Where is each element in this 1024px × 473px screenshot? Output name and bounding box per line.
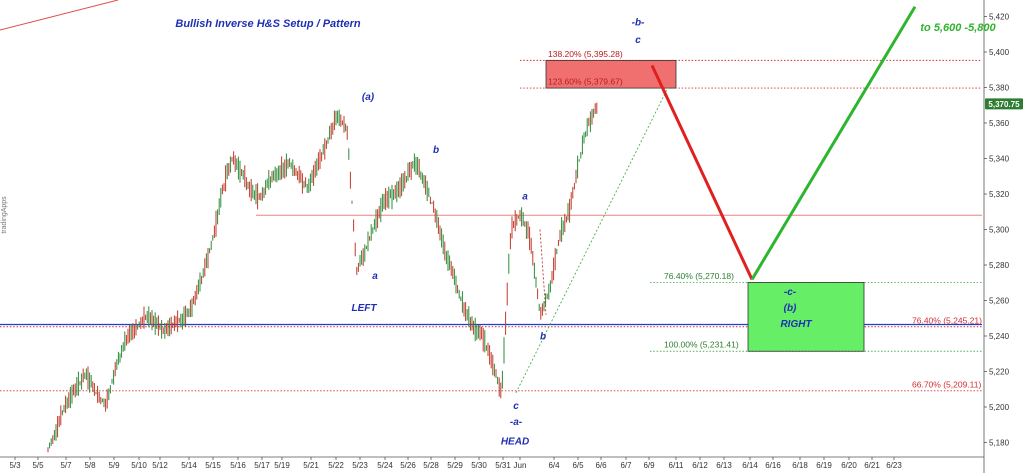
x-tick-label: 5/14 xyxy=(181,461,197,470)
support-zone xyxy=(747,282,865,352)
wave-labels: (a) b a a LEFT b c -a- HEAD -b-c -c- (b) RIGHT xyxy=(352,17,813,447)
x-tick-label: 6/6 xyxy=(595,461,607,470)
wave-label: (a) xyxy=(362,92,375,103)
level-label: 100.00% (5,231.41) xyxy=(664,340,739,350)
x-tick-label: 5/28 xyxy=(423,461,439,470)
wave-label: (b) xyxy=(784,303,797,314)
x-tick-label: 6/11 xyxy=(669,461,685,470)
x-tick-label: 5/30 xyxy=(471,461,487,470)
wave-label: RIGHT xyxy=(780,319,812,330)
wave-label: c xyxy=(513,401,519,412)
y-tick-label: 5,380 xyxy=(989,84,1010,93)
wave-label: a xyxy=(372,271,378,282)
x-tick-label: 6/4 xyxy=(548,461,560,470)
x-tick-label: 5/5 xyxy=(32,461,44,470)
up-leg xyxy=(750,5,917,281)
projection-path xyxy=(650,5,917,281)
level-label: 123.60% (5,379.67) xyxy=(548,77,623,87)
x-tick-label: 5/15 xyxy=(205,461,221,470)
guide-lines xyxy=(515,87,669,394)
current-price-value: 5,370.75 xyxy=(988,100,1020,109)
y-tick-label: 5,220 xyxy=(989,368,1010,377)
x-tick-label: 6/16 xyxy=(765,461,781,470)
x-tick-label: Jun xyxy=(514,461,527,470)
x-tick-label: 5/19 xyxy=(274,461,290,470)
level-label: 76.40% (5,245.21) xyxy=(912,315,982,325)
x-tick-label: 5/12 xyxy=(152,461,168,470)
x-tick-label: 6/23 xyxy=(886,461,902,470)
x-tick-label: 5/10 xyxy=(131,461,147,470)
wave-label: LEFT xyxy=(352,303,378,314)
x-tick-label: 5/23 xyxy=(352,461,368,470)
y-tick-label: 5,300 xyxy=(989,226,1010,235)
y-tick-label: 5,420 xyxy=(989,13,1010,22)
y-axis: 5,180 5,200 5,220 5,240 5,260 5,280 5,300 5,320… xyxy=(983,0,1010,473)
price-zones xyxy=(545,59,865,352)
resistance-zone xyxy=(545,59,677,89)
wave-label: b xyxy=(540,332,546,343)
down-leg xyxy=(650,64,754,281)
x-tick-label: 5/3 xyxy=(9,461,21,470)
wave-label: HEAD xyxy=(501,436,529,447)
x-tick-label: 5/29 xyxy=(447,461,463,470)
level-label: 66.70% (5,209.11) xyxy=(912,379,981,389)
price-bars xyxy=(47,102,598,453)
level-label: 138.20% (5,395.28) xyxy=(548,49,623,59)
y-tick-label: 5,360 xyxy=(989,119,1010,128)
x-tick-label: 6/19 xyxy=(816,461,832,470)
x-tick-label: 6/14 xyxy=(742,461,758,470)
x-tick-label: 6/7 xyxy=(620,461,632,470)
trend-line-top-left xyxy=(0,0,119,31)
y-tick-label: 5,180 xyxy=(989,439,1010,448)
current-price-badge-bg xyxy=(985,98,1023,110)
x-tick-label: 5/22 xyxy=(328,461,344,470)
wave-label: a xyxy=(522,191,528,202)
y-tick-label: 5,340 xyxy=(989,155,1010,164)
x-tick-label: 5/8 xyxy=(84,461,96,470)
y-tick-label: 5,240 xyxy=(989,332,1010,341)
y-tick-label: 5,200 xyxy=(989,403,1010,412)
y-tick-label: 5,280 xyxy=(989,261,1010,270)
x-axis: 5/3 5/5 5/7 5/8 5/9 5/10 5/12 5/14 5/15 5/16 5/17 5… xyxy=(0,456,984,470)
x-tick-label: 5/26 xyxy=(400,461,416,470)
x-tick-label: 5/17 xyxy=(254,461,270,470)
x-tick-label: 5/31 xyxy=(495,461,511,470)
wave-label: -b- xyxy=(632,17,645,28)
wave-label: c xyxy=(635,35,641,46)
target-label: to 5,600 -5,800 xyxy=(920,22,996,34)
watermark: tradingApps xyxy=(1,196,8,234)
level-label: 76.40% (5,270.18) xyxy=(664,271,734,281)
y-tick-label: 5,260 xyxy=(989,297,1010,306)
chart-title: Bullish Inverse H&S Setup / Pattern xyxy=(175,18,360,30)
x-tick-label: 5/16 xyxy=(230,461,246,470)
x-tick-label: 6/9 xyxy=(643,461,655,470)
trend-guide xyxy=(515,87,669,394)
y-tick-label: 5,400 xyxy=(989,48,1010,57)
x-tick-label: 5/7 xyxy=(60,461,72,470)
x-tick-label: 6/20 xyxy=(841,461,857,470)
x-tick-label: 6/5 xyxy=(572,461,584,470)
x-tick-label: 6/21 xyxy=(864,461,880,470)
x-tick-label: 5/24 xyxy=(377,461,393,470)
x-tick-label: 6/12 xyxy=(692,461,708,470)
current-price-badge: 5,370.75 xyxy=(985,98,1023,110)
wave-label: -c- xyxy=(784,287,797,298)
x-tick-label: 6/18 xyxy=(792,461,808,470)
wave-label: b xyxy=(433,145,439,156)
x-tick-label: 5/21 xyxy=(303,461,319,470)
y-tick-label: 5,320 xyxy=(989,190,1010,199)
x-tick-label: 6/13 xyxy=(716,461,732,470)
level-labels: 138.20% (5,395.28) 123.60% (5,379.67) 76.4… xyxy=(548,49,982,389)
x-tick-label: 5/9 xyxy=(108,461,120,470)
wave-label: -a- xyxy=(510,417,523,428)
